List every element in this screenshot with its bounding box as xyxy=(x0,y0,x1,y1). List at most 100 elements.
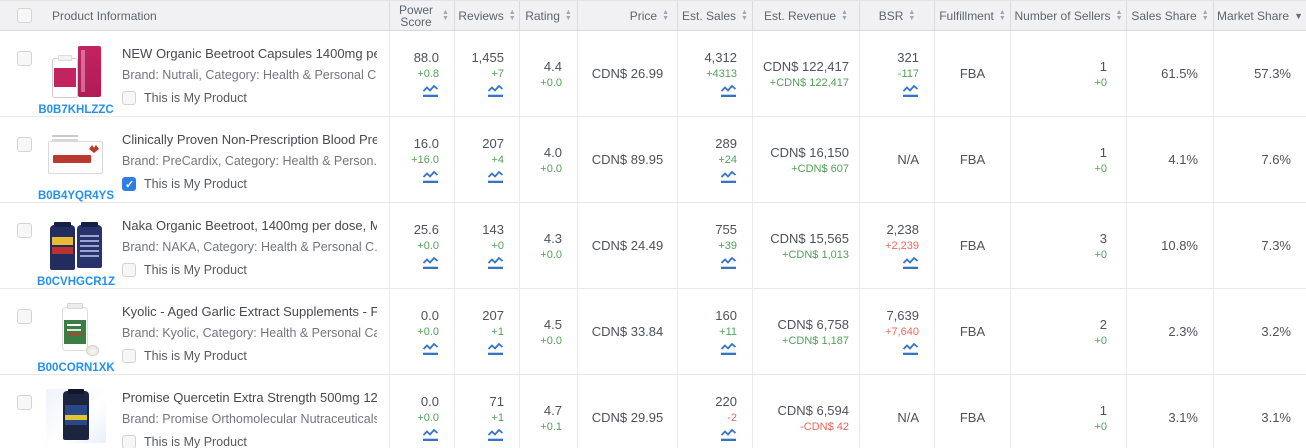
header-bsr[interactable]: BSR xyxy=(860,1,935,30)
header-est-revenue[interactable]: Est. Revenue xyxy=(753,1,860,30)
trend-chart-icon[interactable] xyxy=(720,170,737,183)
product-info-cell: B0CVHGCR1Z Naka Organic Beetroot, 1400mg… xyxy=(0,203,390,288)
sort-arrows-icon[interactable] xyxy=(1116,10,1123,22)
product-title: Kyolic - Aged Garlic Extract Supplements… xyxy=(122,304,377,319)
header-rating[interactable]: Rating xyxy=(520,1,578,30)
trend-chart-icon[interactable] xyxy=(487,256,504,269)
select-all-checkbox[interactable] xyxy=(17,8,32,23)
header-sales-share[interactable]: Sales Share xyxy=(1127,1,1214,30)
my-product-checkbox[interactable] xyxy=(122,177,136,191)
price-cell: CDN$ 24.49 xyxy=(578,203,678,288)
asin-link[interactable]: B00CORN1XK xyxy=(37,362,115,374)
trend-chart-icon[interactable] xyxy=(487,84,504,97)
sort-arrows-icon[interactable] xyxy=(662,10,669,22)
product-image[interactable] xyxy=(46,131,106,185)
reviews-change: +7 xyxy=(491,68,504,80)
est-sales-change: +11 xyxy=(719,326,737,338)
market-share-value: 7.3% xyxy=(1261,238,1291,253)
sort-arrows-icon[interactable] xyxy=(908,10,915,22)
product-title: Clinically Proven Non-Prescription Blood… xyxy=(122,132,377,147)
price-value: CDN$ 24.49 xyxy=(591,238,664,253)
bsr-value: N/A xyxy=(897,410,919,425)
product-image[interactable] xyxy=(46,45,106,99)
trend-chart-icon[interactable] xyxy=(422,84,439,97)
sort-arrows-icon[interactable] xyxy=(565,10,572,22)
bsr-cell: 321 -117 xyxy=(860,31,935,116)
row-select-checkbox[interactable] xyxy=(17,309,32,324)
my-product-checkbox[interactable] xyxy=(122,263,136,277)
trend-chart-icon[interactable] xyxy=(902,342,919,355)
sort-arrows-icon[interactable] xyxy=(841,10,848,22)
bsr-change: -117 xyxy=(897,68,919,80)
fulfillment-value: FBA xyxy=(959,66,986,81)
reviews-cell: 1,455 +7 xyxy=(455,31,520,116)
trend-chart-icon[interactable] xyxy=(720,84,737,97)
row-select-checkbox[interactable] xyxy=(17,51,32,66)
sellers-change: +0 xyxy=(1094,248,1107,261)
row-select-checkbox[interactable] xyxy=(17,395,32,410)
header-product-information[interactable]: Product Information xyxy=(0,1,390,30)
header-number-of-sellers[interactable]: Number of Sellers xyxy=(1011,1,1127,30)
est-sales-value: 755 xyxy=(715,222,737,237)
est-sales-value: 160 xyxy=(715,308,737,323)
product-title: NEW Organic Beetroot Capsules 1400mg per… xyxy=(122,46,377,61)
number-of-sellers-cell: 3 +0 xyxy=(1011,203,1127,288)
sort-arrows-icon[interactable] xyxy=(442,10,449,22)
trend-chart-icon[interactable] xyxy=(720,428,737,441)
sort-desc-icon[interactable] xyxy=(1294,13,1303,19)
sales-share-cell: 4.1% xyxy=(1127,117,1214,202)
header-fulfillment[interactable]: Fulfillment xyxy=(935,1,1011,30)
est-revenue-change: +CDN$ 122,417 xyxy=(769,76,849,89)
my-product-checkbox[interactable] xyxy=(122,435,136,448)
header-est-sales[interactable]: Est. Sales xyxy=(678,1,753,30)
trend-chart-icon[interactable] xyxy=(422,256,439,269)
my-product-label: This is My Product xyxy=(144,177,247,191)
trend-chart-icon[interactable] xyxy=(422,428,439,441)
asin-link[interactable]: B0B7KHLZZC xyxy=(38,104,114,116)
my-product-label: This is My Product xyxy=(144,91,247,105)
reviews-value: 207 xyxy=(482,136,504,151)
header-market-share[interactable]: Market Share xyxy=(1214,1,1306,30)
trend-chart-icon[interactable] xyxy=(720,256,737,269)
header-reviews[interactable]: Reviews xyxy=(455,1,520,30)
header-power-score[interactable]: Power Score xyxy=(390,1,455,30)
product-image[interactable] xyxy=(46,389,106,443)
sort-arrows-icon[interactable] xyxy=(1202,10,1209,22)
trend-chart-icon[interactable] xyxy=(422,342,439,355)
sort-arrows-icon[interactable] xyxy=(741,10,748,22)
est-sales-value: 220 xyxy=(715,394,737,409)
est-revenue-change: -CDN$ 42 xyxy=(800,420,849,433)
trend-chart-icon[interactable] xyxy=(720,342,737,355)
product-image[interactable] xyxy=(46,303,106,357)
sales-share-value: 4.1% xyxy=(1168,152,1198,167)
sort-arrows-icon[interactable] xyxy=(509,10,516,22)
trend-chart-icon[interactable] xyxy=(487,428,504,441)
row-select-checkbox[interactable] xyxy=(17,137,32,152)
asin-link[interactable]: B0B4YQR4YS xyxy=(37,190,115,202)
my-product-checkbox[interactable] xyxy=(122,91,136,105)
my-product-checkbox[interactable] xyxy=(122,349,136,363)
power-score-value: 16.0 xyxy=(413,136,439,151)
bsr-cell: N/A xyxy=(860,375,935,448)
trend-chart-icon[interactable] xyxy=(902,84,919,97)
header-label: Product Information xyxy=(52,8,157,23)
est-revenue-value: CDN$ 6,594 xyxy=(777,402,849,418)
trend-chart-icon[interactable] xyxy=(487,170,504,183)
row-select-checkbox[interactable] xyxy=(17,223,32,238)
est-revenue-change: +CDN$ 1,013 xyxy=(782,248,849,261)
rating-value: 4.3 xyxy=(543,230,562,246)
asin-link[interactable]: B0CVHGCR1Z xyxy=(37,276,115,288)
power-score-change: +0.0 xyxy=(417,240,439,252)
trend-chart-icon[interactable] xyxy=(422,170,439,183)
price-cell: CDN$ 33.84 xyxy=(578,289,678,374)
reviews-value: 143 xyxy=(482,222,504,237)
trend-chart-icon[interactable] xyxy=(902,256,919,269)
product-image[interactable] xyxy=(46,217,106,271)
header-price[interactable]: Price xyxy=(578,1,678,30)
header-label: Rating xyxy=(525,8,560,23)
rating-change: +0.0 xyxy=(540,162,562,175)
trend-chart-icon[interactable] xyxy=(487,342,504,355)
header-label: Reviews xyxy=(458,8,504,23)
product-info-cell: B0B4YQR4YS Clinically Proven Non-Prescri… xyxy=(0,117,390,202)
sort-arrows-icon[interactable] xyxy=(999,10,1006,22)
